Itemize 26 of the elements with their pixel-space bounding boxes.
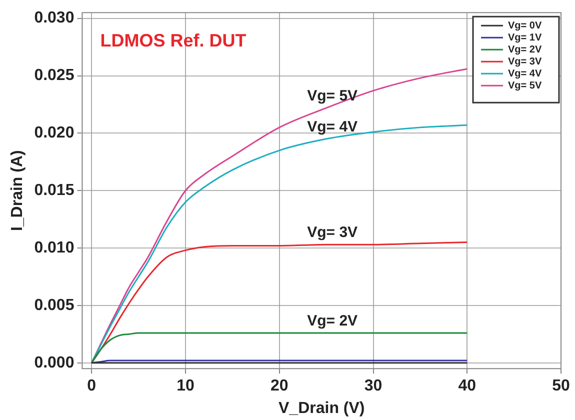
x-tick-label: 10	[176, 378, 194, 395]
x-tick-label: 50	[552, 378, 570, 395]
x-axis-title: V_Drain (V)	[278, 400, 365, 417]
x-tick-label: 20	[270, 378, 288, 395]
y-tick-label: 0.015	[34, 182, 74, 200]
legend-label: Vg= 3V	[508, 56, 542, 68]
line-series	[90, 332, 468, 364]
y-axis-title: I_Drain (A)	[9, 150, 26, 232]
x-tick-label: 30	[364, 378, 382, 395]
y-tick-label: 0.025	[34, 67, 74, 84]
legend-label: Vg= 5V	[508, 80, 542, 92]
y-tick-label: 0.010	[34, 239, 74, 256]
y-tick-label: 0.030	[34, 10, 74, 27]
legend-label: Vg= 1V	[508, 32, 542, 44]
y-tick-label: 0.005	[34, 296, 74, 314]
y-tick-label: 0.000	[34, 354, 74, 372]
legend-label: Vg= 2V	[508, 44, 542, 56]
text: LDMOS Ref. DUT	[100, 30, 246, 51]
annotation: Vg= 4V	[307, 118, 358, 136]
legend-label: Vg= 4V	[508, 68, 542, 80]
annotation: Vg= 2V	[307, 312, 358, 330]
legend-label: Vg= 0V	[508, 20, 542, 32]
x-tick-label: 40	[458, 378, 476, 395]
annotation: Vg= 3V	[307, 224, 358, 242]
x-tick-label: 0	[87, 378, 96, 395]
y-tick-label: 0.020	[34, 124, 74, 142]
